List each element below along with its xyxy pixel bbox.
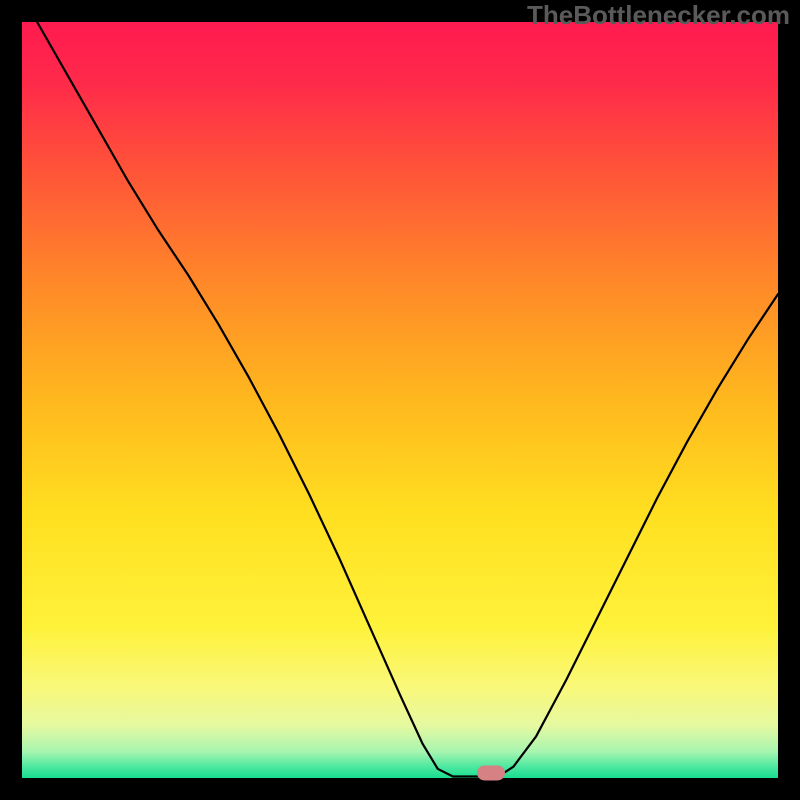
bottleneck-curve [22, 22, 778, 778]
optimal-marker [477, 766, 505, 781]
watermark-text: TheBottlenecker.com [527, 0, 790, 31]
plot-area [22, 22, 778, 778]
chart-frame: TheBottlenecker.com [0, 0, 800, 800]
